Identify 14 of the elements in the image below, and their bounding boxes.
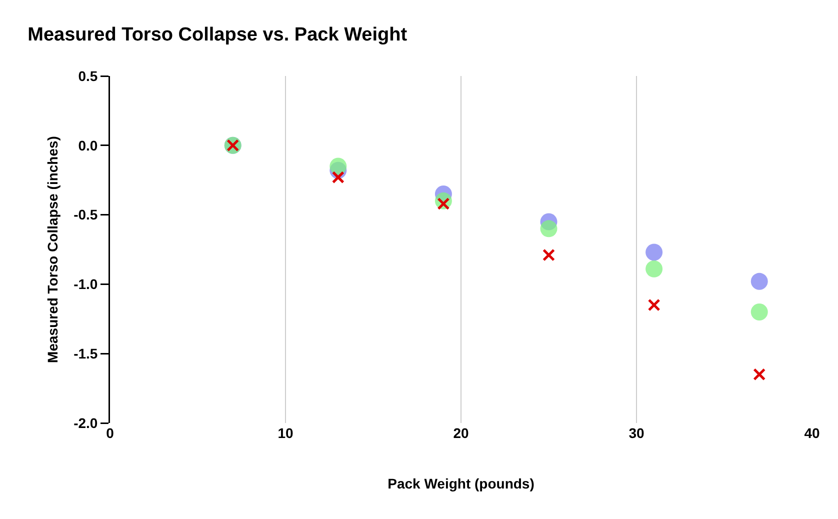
x-tick-label: 0 bbox=[106, 425, 114, 441]
y-tick-label: 0.5 bbox=[78, 68, 98, 84]
x-tick-label: 20 bbox=[453, 425, 469, 441]
x-tick-label: 40 bbox=[804, 425, 820, 441]
y-tick-label: -1.0 bbox=[74, 276, 98, 292]
y-axis-title: Measured Torso Collapse (inches) bbox=[44, 136, 60, 363]
x-tick-label: 30 bbox=[628, 425, 644, 441]
x-axis-title: Pack Weight (pounds) bbox=[388, 475, 534, 492]
chart-title: Measured Torso Collapse vs. Pack Weight bbox=[28, 24, 408, 46]
x-tick-label: 10 bbox=[278, 425, 294, 441]
y-tick-label: 0.0 bbox=[78, 137, 98, 154]
y-tick-label: -1.5 bbox=[74, 346, 98, 362]
y-tick-label: -2.0 bbox=[74, 414, 98, 431]
y-tick-label: -0.5 bbox=[74, 206, 98, 223]
